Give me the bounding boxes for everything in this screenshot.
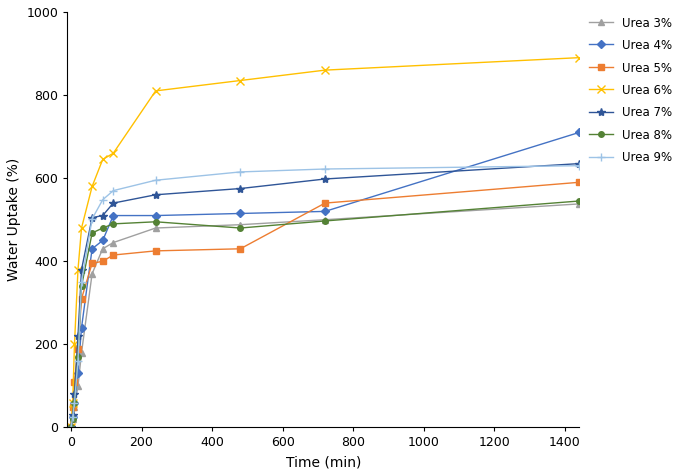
Urea 6%: [74, 267, 82, 272]
Urea 4%: [236, 210, 244, 216]
Urea 6%: [77, 225, 86, 231]
Urea 8%: [70, 400, 79, 406]
Urea 9%: [236, 169, 244, 175]
Urea 5%: [68, 404, 77, 409]
Urea 9%: [152, 178, 160, 183]
Urea 7%: [77, 267, 86, 272]
Legend: Urea 3%, Urea 4%, Urea 5%, Urea 6%, Urea 7%, Urea 8%, Urea 9%: Urea 3%, Urea 4%, Urea 5%, Urea 6%, Urea…: [584, 12, 677, 169]
Urea 9%: [575, 163, 583, 169]
Urea 3%: [88, 271, 96, 277]
Line: Urea 3%: Urea 3%: [68, 201, 582, 430]
Line: Urea 5%: Urea 5%: [68, 179, 582, 430]
Urea 7%: [109, 200, 118, 206]
Line: Urea 6%: Urea 6%: [67, 53, 583, 432]
Urea 4%: [74, 371, 82, 377]
Urea 3%: [70, 404, 79, 409]
X-axis label: Time (min): Time (min): [286, 455, 361, 469]
Urea 4%: [109, 213, 118, 218]
Urea 8%: [74, 354, 82, 360]
Urea 3%: [152, 225, 160, 231]
Urea 5%: [88, 260, 96, 266]
Urea 7%: [88, 215, 96, 220]
Urea 9%: [68, 414, 77, 420]
Urea 6%: [575, 55, 583, 60]
Urea 7%: [236, 186, 244, 191]
Urea 7%: [98, 213, 107, 218]
Urea 9%: [70, 400, 79, 406]
Urea 3%: [68, 416, 77, 422]
Urea 6%: [236, 78, 244, 83]
Line: Urea 4%: Urea 4%: [68, 129, 582, 430]
Urea 9%: [67, 425, 75, 430]
Urea 4%: [88, 246, 96, 252]
Urea 7%: [152, 192, 160, 198]
Urea 4%: [77, 325, 86, 331]
Urea 5%: [70, 379, 79, 385]
Urea 4%: [575, 129, 583, 135]
Urea 3%: [321, 217, 329, 223]
Urea 6%: [70, 341, 79, 347]
Urea 5%: [152, 248, 160, 254]
Urea 8%: [77, 283, 86, 289]
Y-axis label: Water Uptake (%): Water Uptake (%): [7, 158, 21, 281]
Urea 8%: [236, 225, 244, 231]
Urea 3%: [67, 425, 75, 430]
Urea 5%: [321, 200, 329, 206]
Urea 7%: [68, 412, 77, 418]
Urea 5%: [236, 246, 244, 252]
Urea 3%: [74, 383, 82, 389]
Urea 6%: [67, 425, 75, 430]
Urea 8%: [109, 221, 118, 227]
Urea 7%: [74, 333, 82, 339]
Urea 3%: [109, 240, 118, 246]
Urea 4%: [98, 238, 107, 243]
Line: Urea 8%: Urea 8%: [68, 198, 582, 430]
Urea 9%: [77, 279, 86, 285]
Urea 8%: [98, 225, 107, 231]
Urea 6%: [68, 400, 77, 406]
Line: Urea 9%: Urea 9%: [67, 161, 583, 432]
Urea 5%: [575, 179, 583, 185]
Urea 9%: [88, 216, 96, 222]
Urea 9%: [109, 188, 118, 193]
Urea 7%: [70, 391, 79, 397]
Urea 7%: [321, 176, 329, 182]
Urea 5%: [109, 252, 118, 258]
Urea 9%: [321, 166, 329, 172]
Line: Urea 7%: Urea 7%: [67, 159, 583, 432]
Urea 6%: [152, 88, 160, 94]
Urea 4%: [321, 208, 329, 214]
Urea 4%: [152, 213, 160, 218]
Urea 5%: [67, 425, 75, 430]
Urea 8%: [152, 219, 160, 225]
Urea 3%: [575, 201, 583, 207]
Urea 8%: [67, 425, 75, 430]
Urea 6%: [321, 67, 329, 73]
Urea 5%: [98, 258, 107, 264]
Urea 5%: [77, 296, 86, 301]
Urea 9%: [74, 358, 82, 364]
Urea 4%: [67, 425, 75, 430]
Urea 7%: [575, 161, 583, 167]
Urea 7%: [67, 425, 75, 430]
Urea 6%: [109, 150, 118, 156]
Urea 3%: [98, 246, 107, 252]
Urea 4%: [68, 414, 77, 420]
Urea 3%: [236, 222, 244, 228]
Urea 8%: [321, 218, 329, 224]
Urea 8%: [575, 198, 583, 204]
Urea 3%: [77, 350, 86, 356]
Urea 4%: [70, 400, 79, 406]
Urea 5%: [74, 346, 82, 351]
Urea 8%: [68, 416, 77, 422]
Urea 6%: [88, 184, 96, 189]
Urea 8%: [88, 230, 96, 236]
Urea 9%: [98, 197, 107, 203]
Urea 6%: [98, 157, 107, 162]
